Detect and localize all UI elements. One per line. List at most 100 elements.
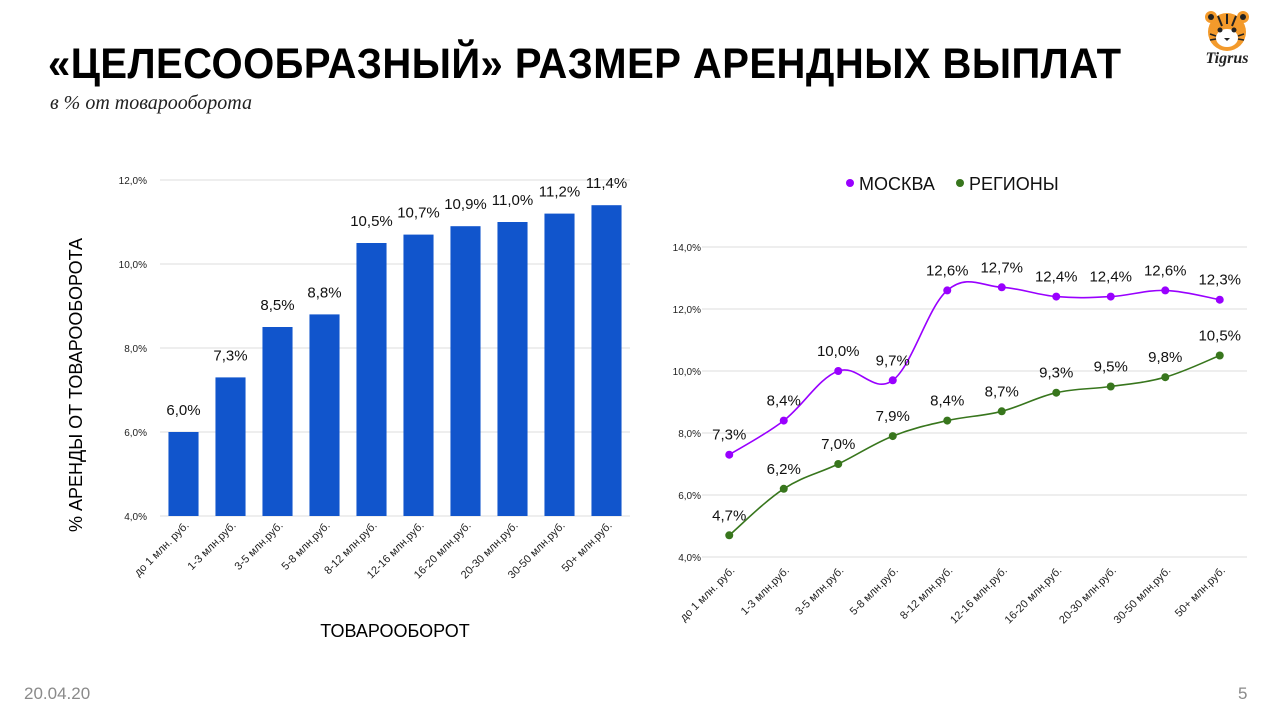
bar-value-label: 10,9%: [444, 196, 487, 213]
point-value-label: 9,5%: [1094, 359, 1128, 376]
bar-value-label: 8,5%: [260, 297, 294, 314]
bar: [591, 205, 622, 516]
series-point: [725, 450, 734, 459]
point-value-label: 7,0%: [821, 436, 855, 453]
x-tick-label: 16-20 млн.руб.: [1003, 565, 1065, 627]
x-tick-label: 5-8 млн.руб.: [848, 565, 901, 618]
series-point: [943, 286, 952, 295]
bar: [215, 377, 246, 516]
series-point: [1215, 295, 1224, 304]
bar-chart: 4,0% 6,0% 8,0% 10,0% 12,0% 6,0% 7,3% 8,5% 8,8% 1…: [66, 175, 630, 641]
x-tick-label: до 1 млн. руб.: [678, 565, 737, 624]
bar: [309, 314, 340, 516]
y-tick-label: 8,0%: [124, 344, 147, 355]
line-chart-grid: [702, 246, 1247, 558]
point-value-label: 9,7%: [876, 352, 910, 369]
series-point: [997, 283, 1006, 292]
bar: [403, 234, 434, 516]
point-value-label: 12,6%: [926, 262, 969, 279]
series-point: [725, 531, 734, 540]
series-line: [728, 281, 1220, 456]
x-tick-label: до 1 млн. руб.: [132, 520, 191, 579]
point-value-label: 12,3%: [1198, 272, 1241, 289]
series-point: [1106, 292, 1115, 301]
x-tick-label: 20-30 млн.руб.: [1057, 565, 1119, 627]
bar-chart-x-axis-label: ТОВАРООБОРОТ: [320, 621, 469, 641]
bar-chart-y-ticks: 4,0% 6,0% 8,0% 10,0% 12,0%: [119, 176, 147, 523]
x-tick-label: 50+ млн.руб.: [560, 520, 615, 575]
series-point: [943, 416, 952, 425]
x-tick-label: 3-5 млн.руб.: [233, 520, 286, 573]
line-chart-legend: МОСКВА РЕГИОНЫ: [846, 174, 1059, 194]
x-tick-label: 50+ млн.руб.: [1173, 565, 1228, 620]
series-line: [728, 354, 1221, 536]
point-value-label: 7,9%: [876, 408, 910, 425]
series-point: [779, 416, 788, 425]
point-value-label: 10,5%: [1198, 328, 1241, 345]
page-number: 5: [1238, 684, 1248, 703]
bar: [356, 243, 387, 516]
bar-chart-x-ticks: до 1 млн. руб.1-3 млн.руб.3-5 млн.руб.5-…: [132, 520, 614, 582]
x-tick-label: 1-3 млн.руб.: [739, 565, 792, 618]
legend-label: МОСКВА: [859, 174, 935, 194]
series-point: [997, 407, 1006, 416]
point-value-label: 9,8%: [1148, 349, 1182, 366]
bar-value-label: 11,2%: [539, 184, 580, 201]
x-tick-label: 8-12 млн.руб.: [898, 565, 955, 622]
point-value-label: 9,3%: [1039, 365, 1073, 382]
point-value-label: 8,7%: [985, 383, 1019, 400]
point-value-label: 8,4%: [930, 393, 964, 410]
point-value-label: 12,7%: [980, 259, 1023, 276]
y-tick-label: 12,0%: [673, 305, 701, 316]
x-tick-label: 3-5 млн.руб.: [793, 565, 846, 618]
series-point: [1215, 351, 1224, 360]
y-tick-label: 8,0%: [678, 429, 701, 440]
series-point: [1106, 382, 1115, 391]
y-tick-label: 14,0%: [673, 243, 701, 254]
y-tick-label: 12,0%: [119, 176, 147, 187]
bar-value-label: 8,8%: [307, 284, 341, 301]
bar-value-label: 10,5%: [350, 213, 393, 230]
series-point: [1161, 286, 1170, 295]
bar-chart-bars: [168, 205, 622, 516]
bar-value-label: 11,4%: [586, 175, 627, 192]
footer-date: 20.04.20: [24, 684, 91, 703]
line-chart-value-labels: 7,3% 8,4% 10,0% 9,7% 12,6% 12,7% 12,4% 12,4% 12,…: [712, 259, 1241, 524]
series-point: [779, 484, 788, 493]
line-chart-points: [725, 283, 1224, 540]
series-point: [1161, 373, 1170, 382]
point-value-label: 12,4%: [1035, 269, 1078, 286]
series-point: [834, 367, 843, 375]
bar-chart-y-axis-label: % АРЕНДЫ ОТ ТОВАРООБОРОТА: [66, 238, 86, 532]
series-point: [888, 432, 897, 441]
point-value-label: 7,3%: [712, 427, 746, 444]
y-tick-label: 4,0%: [124, 512, 147, 523]
x-tick-label: 12-16 млн.руб.: [948, 565, 1010, 627]
series-point: [834, 460, 843, 468]
x-tick-label: 1-3 млн.руб.: [186, 520, 239, 573]
line-chart-series: [728, 281, 1221, 536]
logo-text: Tigrus: [1206, 50, 1249, 67]
bar-value-label: 10,7%: [397, 205, 440, 222]
bar: [544, 213, 575, 516]
bar-chart-value-labels: 6,0% 7,3% 8,5% 8,8% 10,5% 10,7% 10,9% 11,0% 11,2…: [166, 175, 627, 419]
line-chart-y-ticks: 4,0% 6,0% 8,0% 10,0% 12,0% 14,0%: [673, 243, 701, 564]
point-value-label: 8,4%: [767, 393, 801, 410]
point-value-label: 4,7%: [712, 507, 746, 524]
legend-marker: [846, 179, 854, 187]
bar-value-label: 6,0%: [166, 402, 200, 419]
bar: [168, 432, 199, 516]
series-point: [1052, 388, 1061, 397]
y-tick-label: 6,0%: [124, 428, 147, 439]
point-value-label: 12,6%: [1144, 262, 1187, 279]
series-point: [1052, 292, 1061, 301]
bar-value-label: 11,0%: [492, 192, 533, 209]
page-subtitle: в % от товарооборота: [50, 92, 252, 114]
legend-label: РЕГИОНЫ: [969, 174, 1059, 194]
x-tick-label: 30-50 млн.руб.: [1112, 565, 1174, 627]
bar: [450, 226, 481, 516]
y-tick-label: 6,0%: [678, 491, 701, 502]
legend-marker: [956, 179, 964, 187]
point-value-label: 6,2%: [767, 461, 801, 478]
bar-value-label: 7,3%: [213, 347, 247, 364]
